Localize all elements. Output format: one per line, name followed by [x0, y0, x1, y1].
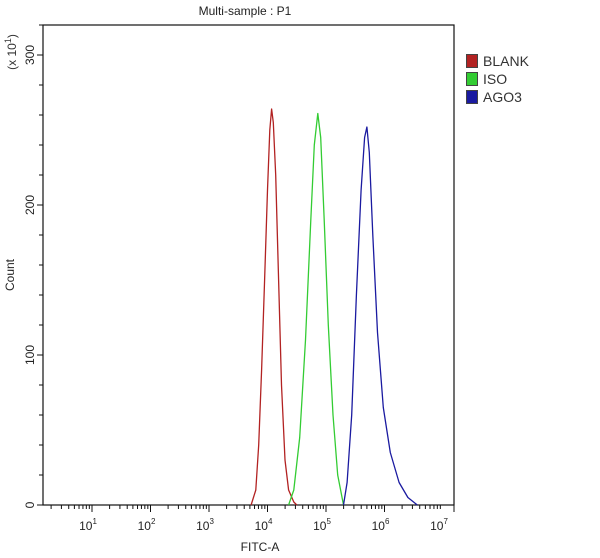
y-axis-label: Count: [3, 258, 17, 291]
x-tick-label: 101: [79, 517, 97, 533]
x-tick-label: 105: [313, 517, 331, 533]
series-ago3-curve: [342, 126, 418, 506]
y-tick-label: 300: [23, 45, 37, 65]
x-tick-label: 106: [372, 517, 390, 533]
legend-swatch-ago3: [466, 90, 478, 104]
legend-swatch-blank: [466, 54, 478, 68]
x-tick-label: 102: [138, 517, 156, 533]
y-tick-label: 0: [23, 501, 37, 508]
legend-item-iso: ISO: [466, 70, 529, 88]
y-tick-label: 200: [23, 195, 37, 215]
x-tick-label: 103: [196, 517, 214, 533]
chart-title: Multi-sample : P1: [0, 4, 600, 18]
legend-item-blank: BLANK: [466, 52, 529, 70]
series-iso-curve: [287, 112, 345, 506]
x-tick-label: 104: [255, 517, 273, 533]
series-blank-curve: [250, 108, 298, 506]
x-tick-label: 107: [430, 517, 448, 533]
plot-frame: [42, 24, 455, 506]
y-tick-label: 100: [23, 345, 37, 365]
y-multiplier-label: (x 101): [3, 34, 19, 70]
legend-item-ago3: AGO3: [466, 88, 529, 106]
legend-label: BLANK: [483, 53, 529, 69]
legend-swatch-iso: [466, 72, 478, 86]
x-axis-label: FITC-A: [241, 540, 280, 554]
legend: BLANK ISO AGO3: [466, 52, 529, 106]
legend-label: AGO3: [483, 89, 522, 105]
chart-title-text: Multi-sample : P1: [198, 4, 292, 18]
legend-label: ISO: [483, 71, 508, 87]
